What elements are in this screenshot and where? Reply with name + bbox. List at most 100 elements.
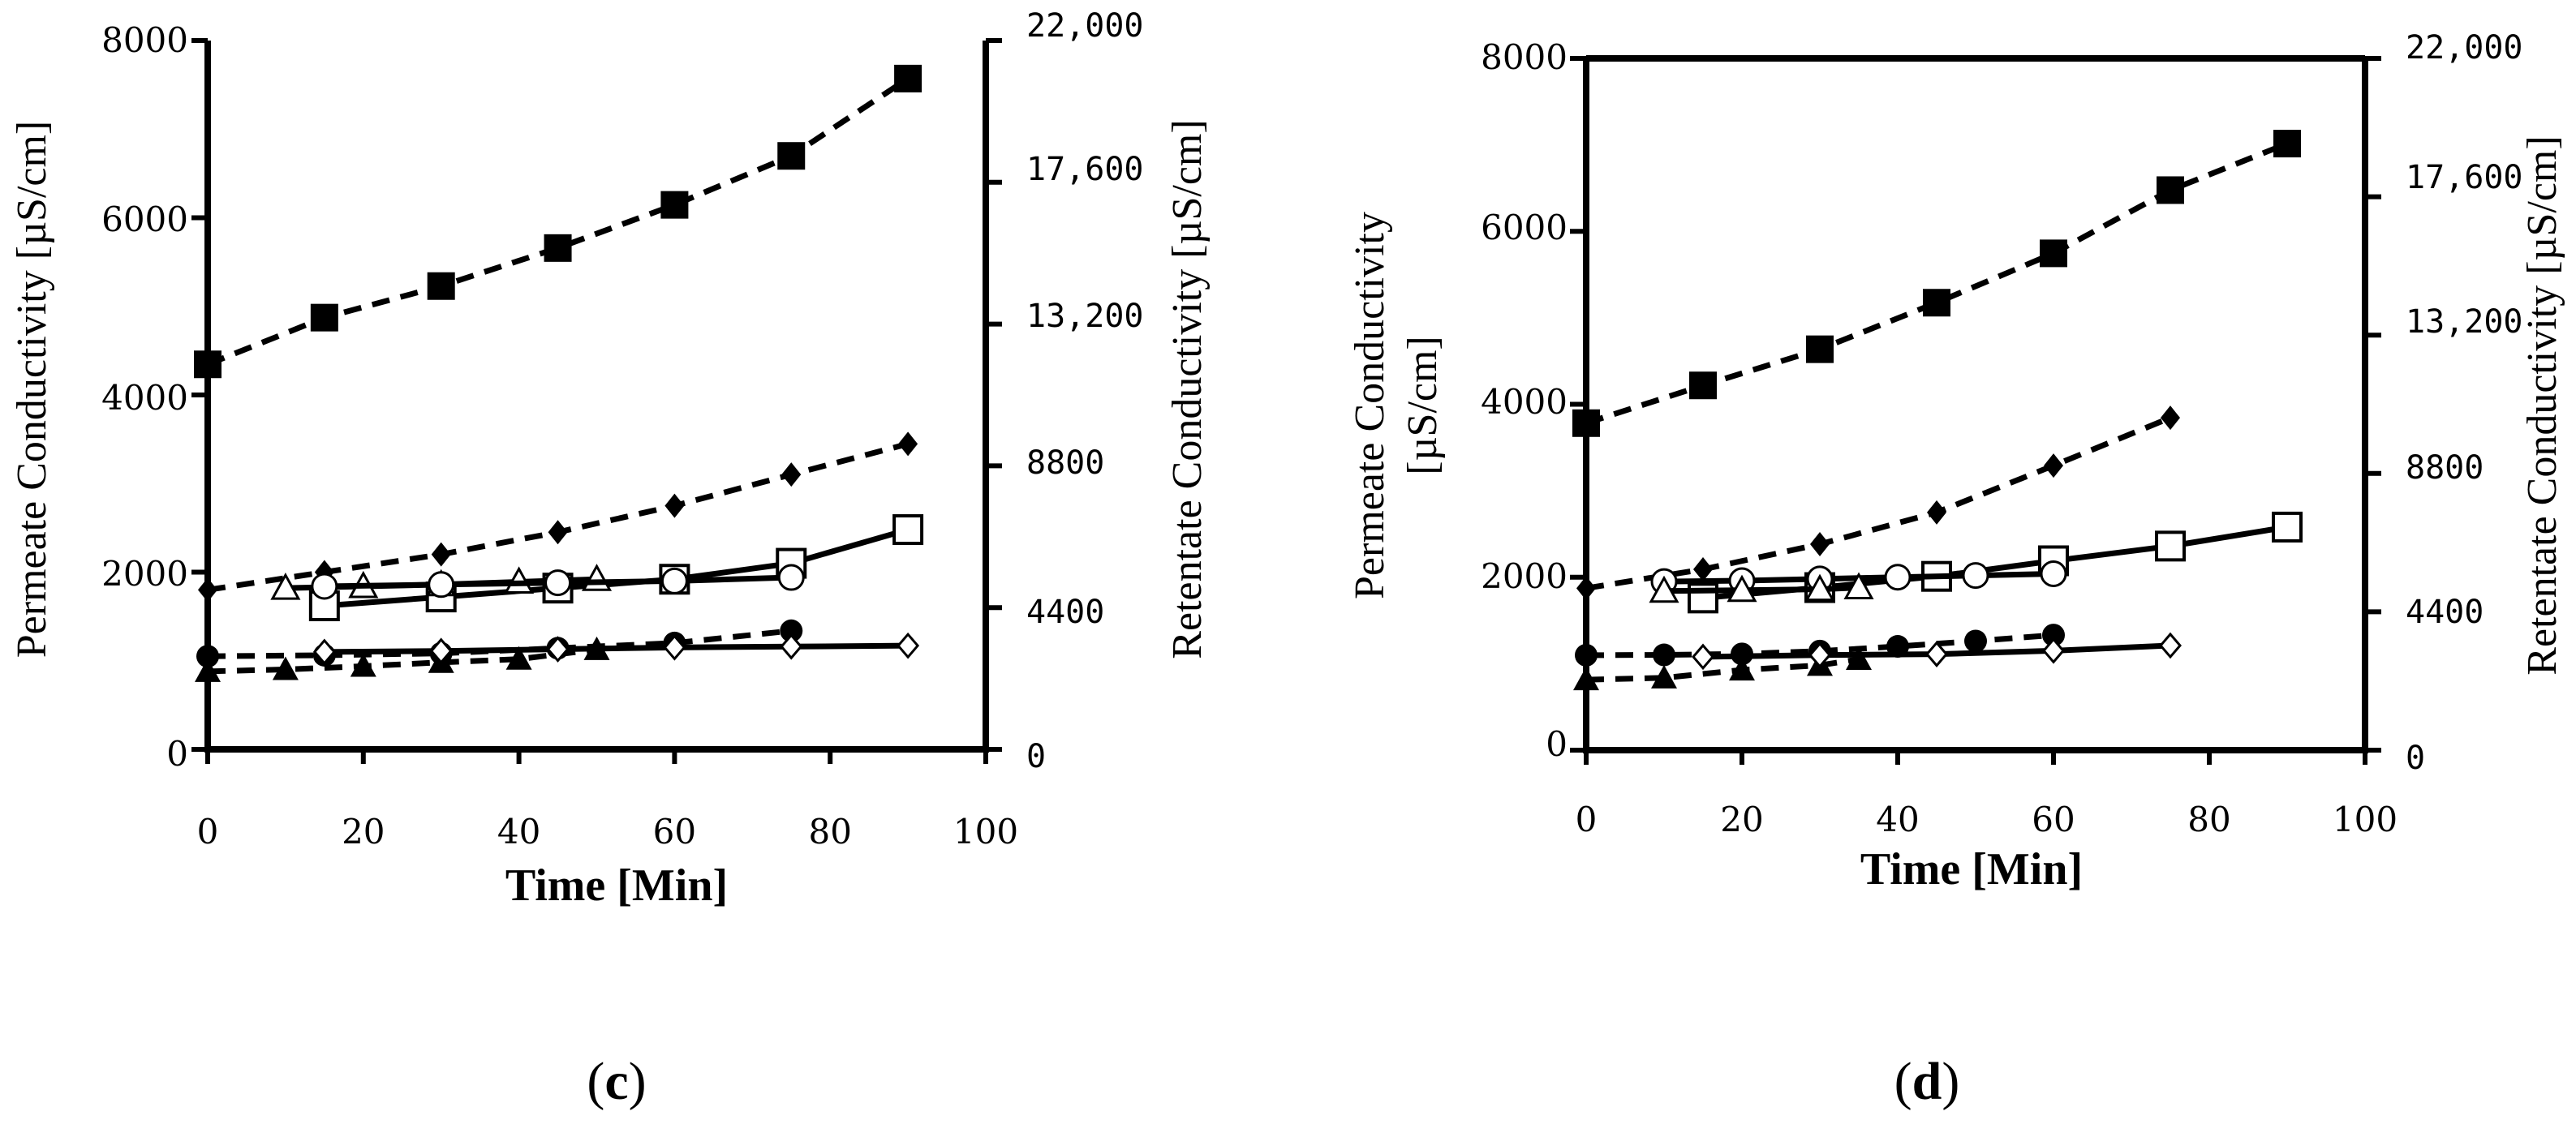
data-point-permeate-open-diamonds bbox=[312, 638, 336, 666]
data-point-retentate-diamonds bbox=[2161, 405, 2180, 431]
data-point-retentate-squares bbox=[1806, 335, 1834, 363]
data-point-retentate-squares bbox=[2273, 130, 2301, 158]
data-point-retentate-diamonds bbox=[664, 493, 685, 518]
series-line-retentate-circles bbox=[207, 628, 792, 659]
y-right-tick-label: 22,000 bbox=[1026, 7, 1144, 45]
data-point-retentate-squares bbox=[2040, 239, 2067, 268]
data-point-retentate-squares bbox=[544, 234, 572, 262]
data-point-permeate-open-diamonds bbox=[1925, 641, 1948, 667]
data-point-permeate-open-circles bbox=[777, 564, 805, 591]
data-point-retentate-diamonds bbox=[1810, 532, 1830, 557]
data-point-retentate-circles bbox=[780, 619, 803, 642]
data-point-retentate-circles bbox=[2042, 624, 2065, 647]
panel-c: 0 20 40 60 80 1000200040006000800004400880013… bbox=[9, 7, 1211, 1111]
data-point-permeate-open-diamonds bbox=[429, 637, 453, 665]
x-tick-label: 100 bbox=[953, 812, 1018, 852]
y-right-tick-label: 0 bbox=[2406, 740, 2425, 777]
data-point-permeate-open-circles bbox=[311, 573, 338, 600]
x-tick-label: 60 bbox=[653, 812, 696, 852]
series-permeate-open-squares bbox=[1688, 511, 2303, 614]
data-point-retentate-triangles bbox=[1651, 664, 1677, 689]
x-tick-label: 0 bbox=[1576, 800, 1598, 839]
tick-marks bbox=[191, 38, 1002, 764]
x-tick-label: 20 bbox=[1720, 800, 1763, 839]
y-right-tick-label: 4400 bbox=[1026, 594, 1104, 631]
data-point-retentate-triangles bbox=[505, 646, 532, 670]
data-point-permeate-open-diamonds bbox=[1808, 641, 1831, 669]
data-point-retentate-diamonds bbox=[1576, 576, 1596, 601]
data-point-retentate-squares bbox=[894, 64, 922, 92]
y-right-tick-label: 0 bbox=[1026, 738, 1046, 775]
y-left-tick-label: 2000 bbox=[101, 554, 188, 594]
data-point-permeate-open-diamonds bbox=[1692, 643, 1714, 671]
series-line-retentate-triangles bbox=[207, 646, 597, 675]
data-point-retentate-triangles bbox=[1573, 667, 1599, 691]
x-tick-label: 40 bbox=[1876, 800, 1919, 839]
data-point-permeate-open-diamonds bbox=[663, 634, 686, 661]
data-point-permeate-open-circles bbox=[660, 567, 688, 594]
x-tick-label: 40 bbox=[497, 812, 540, 852]
data-point-permeate-open-diamonds bbox=[2159, 632, 2182, 659]
data-point-permeate-open-diamonds bbox=[546, 636, 570, 663]
x-tick-label: 100 bbox=[2333, 800, 2398, 839]
y-left-tick-label: 4000 bbox=[101, 378, 188, 418]
series-permeate-open-circles bbox=[311, 564, 805, 600]
y-left-tick-label: 6000 bbox=[101, 200, 188, 239]
caption-close-paren: ) bbox=[629, 1052, 647, 1111]
data-point-permeate-open-triangles bbox=[1804, 573, 1835, 602]
data-point-retentate-squares bbox=[1572, 409, 1600, 437]
data-point-retentate-diamonds bbox=[2044, 453, 2063, 478]
data-point-retentate-squares bbox=[2157, 176, 2184, 204]
y-left-axis-label-line2: [µS/cm] bbox=[1400, 336, 1446, 475]
y-right-tick-label: 4400 bbox=[2406, 594, 2484, 631]
data-point-permeate-open-triangles bbox=[1649, 575, 1679, 603]
data-point-permeate-open-diamonds bbox=[2042, 637, 2065, 664]
y-left-tick-label: 6000 bbox=[1481, 208, 1568, 247]
y-right-tick-label: 8800 bbox=[2406, 449, 2484, 487]
y-right-tick-label: 17,600 bbox=[2406, 159, 2523, 196]
y-right-tick-label: 13,200 bbox=[1026, 298, 1144, 335]
y-right-axis-label: Retentate Conductivity [µS/cm] bbox=[2519, 135, 2565, 675]
series-permeate-open-triangles bbox=[1649, 572, 1874, 603]
y-left-axis-label: Permeate Conductivity [µS/cm] bbox=[9, 121, 55, 659]
series-retentate-triangles bbox=[195, 636, 610, 682]
data-point-retentate-circles bbox=[1575, 643, 1598, 667]
data-point-retentate-squares bbox=[777, 142, 806, 170]
series-line-permeate-open-squares bbox=[324, 526, 910, 609]
x-tick-label: 80 bbox=[808, 812, 851, 852]
data-point-permeate-open-circles bbox=[544, 569, 572, 597]
data-point-retentate-squares bbox=[310, 303, 338, 332]
x-tick-label: 0 bbox=[197, 812, 219, 852]
series-permeate-open-diamonds bbox=[1692, 632, 2182, 671]
data-point-retentate-diamonds bbox=[1927, 500, 1946, 525]
series-retentate-squares bbox=[194, 64, 922, 379]
caption-close-paren: ) bbox=[1942, 1052, 1959, 1111]
data-point-permeate-open-triangles bbox=[1843, 572, 1874, 600]
data-point-permeate-open-squares bbox=[1688, 582, 1718, 614]
y-right-tick-label: 8800 bbox=[1026, 444, 1104, 482]
series-retentate-diamonds bbox=[1576, 405, 2180, 601]
data-point-retentate-circles bbox=[1653, 643, 1675, 667]
data-point-permeate-open-squares bbox=[892, 514, 924, 546]
y-left-tick-label: 0 bbox=[1546, 724, 1568, 764]
x-tick-label: 20 bbox=[342, 812, 385, 852]
x-tick-label: 80 bbox=[2187, 800, 2230, 839]
data-point-permeate-open-diamonds bbox=[780, 633, 803, 660]
data-point-retentate-diamonds bbox=[198, 577, 217, 603]
panel-caption: (c) bbox=[587, 1052, 646, 1111]
series-retentate-squares bbox=[1572, 130, 2301, 437]
y-left-tick-label: 0 bbox=[166, 734, 188, 774]
y-left-axis-label-line1: Permeate Conductivity bbox=[1347, 212, 1393, 599]
data-point-permeate-open-circles bbox=[1884, 564, 1912, 591]
data-point-retentate-triangles bbox=[195, 658, 221, 682]
data-point-retentate-triangles bbox=[350, 653, 376, 677]
data-point-retentate-triangles bbox=[1729, 657, 1755, 681]
caption-open-paren: ( bbox=[1894, 1052, 1912, 1111]
y-right-tick-label: 17,600 bbox=[1026, 151, 1144, 188]
data-point-retentate-squares bbox=[427, 272, 455, 300]
panel-caption: (d) bbox=[1894, 1052, 1960, 1111]
data-point-retentate-diamonds bbox=[431, 542, 451, 567]
data-point-permeate-open-triangles bbox=[270, 573, 301, 600]
data-point-retentate-squares bbox=[660, 191, 689, 219]
x-axis-label: Time [Min] bbox=[505, 860, 728, 911]
